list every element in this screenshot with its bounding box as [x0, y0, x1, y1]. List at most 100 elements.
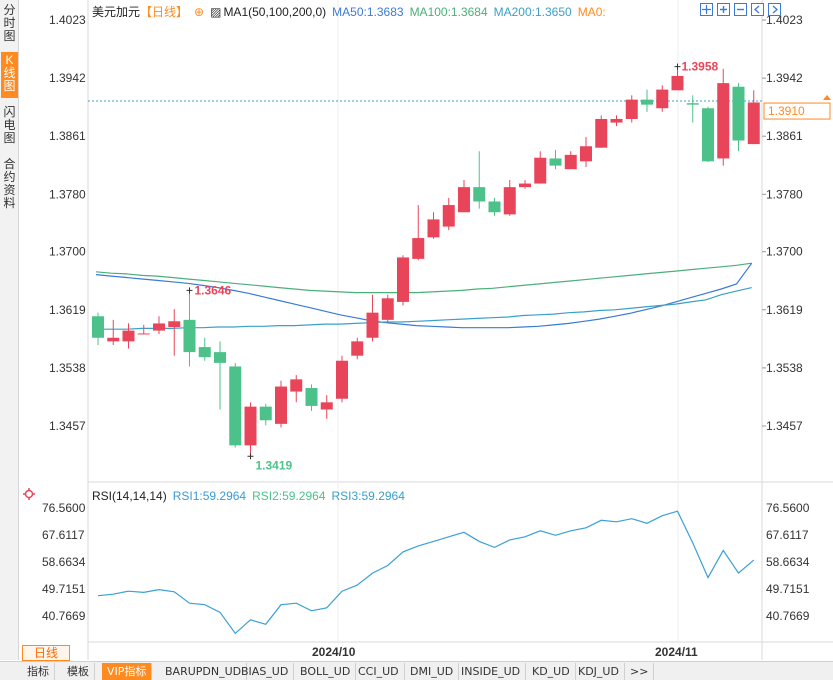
candle-up [336, 360, 348, 399]
price-tick-label: 1.3861 [766, 129, 803, 143]
candle-down [702, 108, 714, 162]
rsi-tick-label: 40.7669 [42, 609, 86, 623]
current-price-tag [763, 102, 831, 120]
tab-bias[interactable]: BIAS_UD [236, 663, 295, 680]
rsi-config: RSI(14,14,14) [92, 489, 167, 503]
ma-config: MA1(50,100,200,0) [223, 5, 327, 19]
tab-contract-info[interactable]: 合约资料 [3, 157, 16, 210]
candle-up [107, 337, 120, 342]
tab-vip-indicators[interactable]: VIP指标 [102, 663, 153, 680]
candle-up [519, 183, 531, 188]
candle-down [229, 366, 242, 446]
candle-up [351, 341, 364, 356]
indicator-tab-bar: 指标 模板 VIP指标 BARUPDN_UD BIAS_UD BOLL_UD C… [0, 661, 833, 680]
tab-kdj[interactable]: KDJ_UD [573, 663, 625, 680]
price-tick-label: 1.3700 [766, 245, 803, 259]
ma50-value: MA50:1.3683 [332, 5, 404, 19]
candle-down [214, 352, 226, 363]
symbol-name: 美元加元 [92, 5, 141, 19]
candle-up [168, 321, 181, 328]
candlestick-series [92, 63, 760, 460]
tab-templates[interactable]: 模板 [62, 663, 95, 680]
ma200-value: MA200:1.3650 [493, 5, 572, 19]
rsi3-value: RSI3:59.2964 [331, 489, 405, 503]
candle-up [458, 187, 470, 213]
rsi-tick-label: 67.6117 [42, 528, 85, 542]
tab-barupdn[interactable]: BARUPDN_UD [160, 663, 248, 680]
candle-up [122, 330, 135, 342]
tab-more[interactable]: >> [625, 663, 655, 680]
candle-up [534, 157, 547, 184]
candle-up [442, 205, 455, 227]
candle-down [686, 103, 699, 105]
price-tick-label: 1.3700 [49, 245, 86, 259]
date-label-oct: 2024/10 [312, 645, 356, 659]
scroll-left-icon[interactable] [751, 3, 764, 16]
ma100-value: MA100:1.3684 [409, 5, 488, 19]
price-tick-label: 1.4023 [766, 13, 803, 27]
rsi-settings-icon[interactable] [23, 488, 35, 500]
high-price-label: 1.3958 [682, 60, 719, 74]
candle-up [366, 312, 379, 338]
candle-up [381, 298, 394, 320]
tab-inside[interactable]: INSIDE_UD [456, 663, 527, 680]
price-tick-label: 1.3780 [49, 187, 86, 201]
price-tick-label: 1.3861 [49, 129, 86, 143]
candle-down [305, 387, 318, 406]
period-label[interactable]: 【日线】 [140, 5, 189, 19]
candle-up [625, 99, 638, 119]
tab-indicators[interactable]: 指标 [22, 663, 55, 680]
candle-down [183, 319, 196, 353]
chart-area[interactable]: 1.4023 1.3942 1.3861 1.3780 1.3700 1.3619 1.35… [0, 0, 833, 660]
price-tick-label: 1.3457 [766, 419, 803, 433]
left-tab-strip: 分时图 K线图 闪电图 合约资料 [0, 0, 19, 660]
candle-up [747, 102, 760, 145]
moving-average-lines [95, 262, 753, 330]
candle-up [275, 386, 287, 424]
period-selector[interactable]: 日线 [22, 645, 70, 661]
rsi1-line [97, 510, 755, 635]
rsi-tick-label: 49.7151 [42, 582, 86, 596]
tab-boll[interactable]: BOLL_UD [295, 663, 357, 680]
low-marker [247, 453, 254, 460]
current-price-value: 1.3910 [768, 104, 805, 118]
candle-up [137, 333, 150, 335]
price-tick-label: 1.3538 [49, 361, 86, 375]
price-axis-right: 1.4023 1.3942 1.3861 1.3780 1.3700 1.3619 1.35… [762, 13, 803, 433]
price-tick-label: 1.3457 [49, 419, 86, 433]
price-tick-label: 1.3942 [49, 71, 86, 85]
indicator-icon[interactable]: ▨ [210, 5, 222, 19]
candle-up [580, 146, 592, 162]
rsi-tick-label: 76.5600 [766, 501, 810, 515]
candle-up [244, 406, 257, 446]
candle-up [717, 83, 730, 159]
tab-timeshare[interactable]: 分时图 [3, 3, 16, 43]
tab-kd[interactable]: KD_UD [527, 663, 576, 680]
rsi-tick-label: 76.5600 [42, 501, 86, 515]
price-tick-label: 1.3538 [766, 361, 803, 375]
add-indicator-icon[interactable]: ⊕ [194, 5, 205, 19]
zoom-out-icon[interactable] [734, 3, 747, 16]
current-price-arrow-icon [823, 95, 831, 101]
tab-dmi[interactable]: DMI_UD [405, 663, 460, 680]
candle-up [671, 75, 684, 91]
scroll-right-icon[interactable] [768, 3, 781, 16]
candle-down [259, 406, 272, 421]
candle-down [488, 201, 501, 213]
candle-down [473, 187, 486, 202]
rsi2-value: RSI2:59.2964 [252, 489, 326, 503]
candle-up [595, 118, 608, 148]
rsi-tick-label: 67.6117 [766, 528, 809, 542]
tab-cci[interactable]: CCI_UD [353, 663, 405, 680]
ma200-line [96, 287, 752, 330]
move-icon[interactable] [700, 3, 713, 16]
price-tick-label: 1.3619 [49, 303, 86, 317]
zoom-in-icon[interactable] [717, 3, 730, 16]
tab-flash-chart[interactable]: 闪电图 [3, 105, 16, 145]
tab-kline[interactable]: K线图 [1, 52, 18, 98]
candle-up [397, 257, 409, 302]
candle-up [503, 187, 516, 215]
price-tick-label: 1.4023 [49, 13, 86, 27]
ma100-line [95, 262, 752, 294]
rsi-tick-label: 49.7151 [766, 582, 810, 596]
